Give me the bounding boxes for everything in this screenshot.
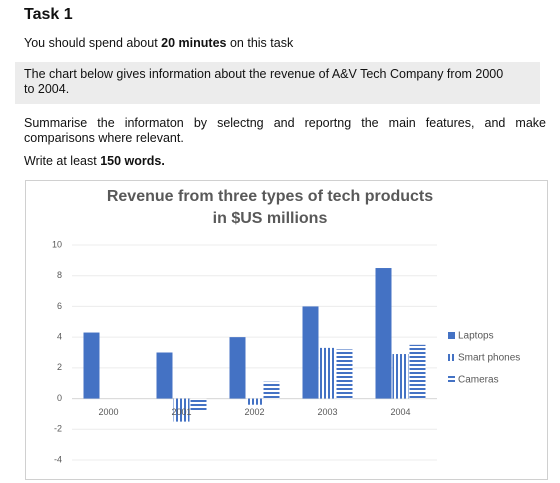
bar (319, 347, 336, 399)
bar (229, 337, 246, 399)
bar (409, 344, 426, 399)
legend-label: Smart phones (458, 353, 520, 364)
y-tick-label: -4 (54, 454, 62, 464)
y-tick-label: 2 (57, 362, 62, 372)
y-tick-label: 4 (57, 332, 62, 342)
text: on this task (229, 36, 294, 50)
chart-title: in $US millions (213, 210, 328, 227)
x-tick-label: 2000 (98, 407, 118, 417)
legend-label: Cameras (458, 375, 499, 386)
bar (392, 354, 409, 399)
bold-text: 20 minutes (161, 36, 227, 50)
bold-text: 150 words. (100, 154, 165, 168)
bar (375, 268, 392, 399)
text: Write at least (24, 154, 97, 168)
prompt: The chart below gives information about … (24, 67, 504, 96)
y-tick-label: 10 (52, 239, 62, 249)
legend-swatch (448, 376, 455, 383)
y-tick-label: -2 (54, 424, 62, 434)
text: You should spend about (24, 36, 158, 50)
bar (336, 349, 353, 399)
task-text: Summarise the informaton by selectng and… (24, 116, 546, 145)
prompt-box (15, 62, 540, 104)
word-count: Write at least 150 words. (24, 154, 165, 169)
task-title: Task 1 (24, 6, 73, 23)
bar (246, 398, 263, 405)
legend-swatch (448, 332, 455, 339)
bar (156, 352, 173, 399)
y-tick-label: 8 (57, 270, 62, 280)
instruction: You should spend about 20 minutes on thi… (24, 36, 293, 51)
bar (173, 398, 190, 422)
chart-frame (25, 180, 548, 480)
bar (302, 306, 319, 399)
legend-swatch (448, 354, 455, 361)
x-tick-label: 2003 (317, 407, 337, 417)
chart-title: Revenue from three types of tech product… (107, 188, 433, 205)
legend-label: Laptops (458, 331, 494, 342)
x-tick-label: 2002 (244, 407, 264, 417)
x-tick-label: 2001 (171, 407, 191, 417)
y-tick-label: 6 (57, 301, 62, 311)
bar (190, 398, 207, 411)
bar (263, 381, 280, 399)
bar (83, 332, 100, 399)
x-tick-label: 2004 (390, 407, 410, 417)
y-tick-label: 0 (57, 393, 62, 403)
